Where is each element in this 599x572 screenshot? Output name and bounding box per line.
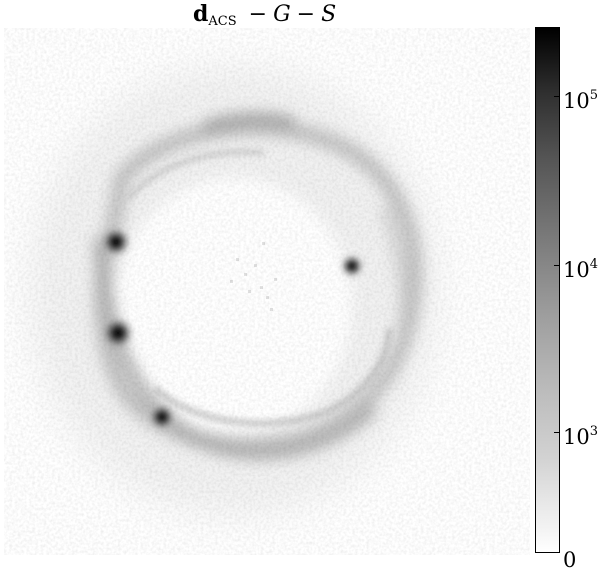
figure-title: dACS − G − S: [193, 0, 337, 29]
title-term-2: S: [321, 2, 337, 27]
colorbar-label-1e5: 105: [563, 88, 599, 113]
title-subscript: ACS: [208, 14, 237, 29]
colorbar: [535, 27, 560, 553]
colorbar-tick-1e3: [554, 432, 560, 433]
title-operator-2: −: [296, 2, 316, 27]
title-symbol: d: [193, 1, 209, 27]
colorbar-tick-0: [554, 552, 560, 553]
colorbar-tick-1e5: [554, 96, 560, 97]
image-grain: [4, 28, 530, 555]
title-operator-1: −: [248, 2, 268, 27]
colorbar-label-1e3: 103: [563, 424, 599, 449]
title-term-1: G: [273, 2, 291, 27]
colorbar-label-1e4: 104: [563, 257, 599, 282]
colorbar-tick-1e4: [554, 265, 560, 266]
colorbar-label-0: 0: [563, 548, 577, 572]
lensed-ring-image: [4, 28, 530, 555]
